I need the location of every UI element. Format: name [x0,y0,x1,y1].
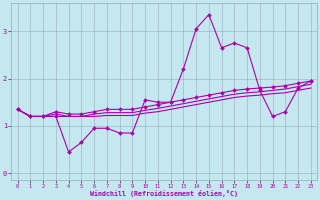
X-axis label: Windchill (Refroidissement éolien,°C): Windchill (Refroidissement éolien,°C) [90,190,238,197]
